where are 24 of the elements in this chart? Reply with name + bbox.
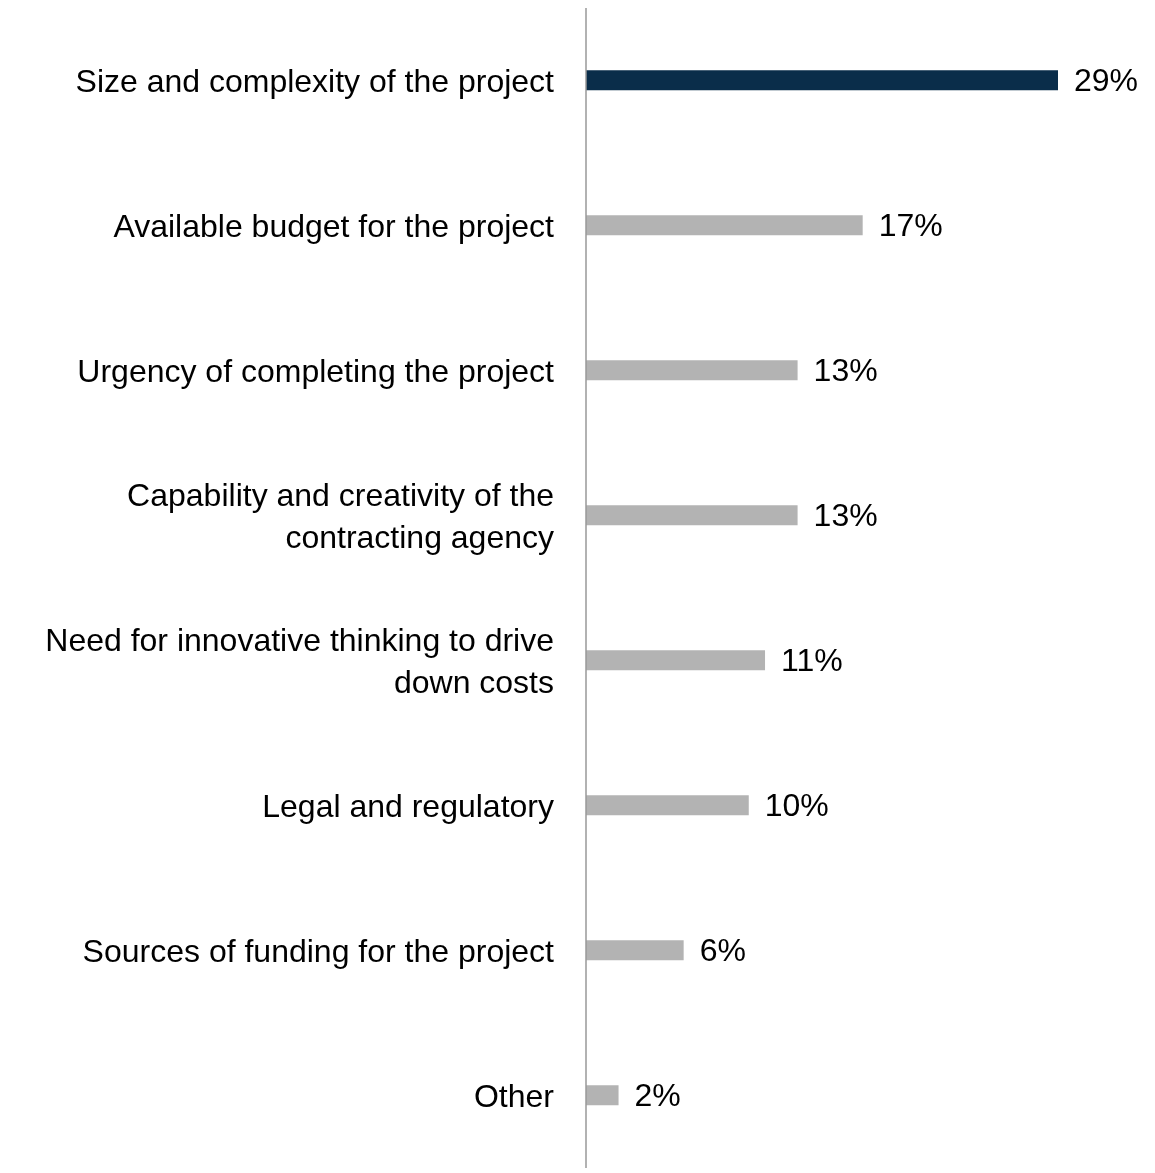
data-label: 10%	[764, 787, 829, 824]
y-tick-label: Need for innovative thinking to drive down costs	[45, 621, 554, 700]
y-tick-label: Other	[473, 1077, 555, 1114]
data-label: 13%	[813, 497, 878, 534]
y-tick-label: Available budget for the project	[113, 207, 555, 244]
bar	[586, 505, 798, 526]
data-label: 13%	[813, 352, 878, 389]
bar	[586, 70, 1058, 91]
bar	[586, 360, 798, 381]
data-label: 17%	[878, 207, 943, 244]
y-tick-label: Urgency of completing the project	[77, 352, 555, 389]
y-tick-label: Legal and regulatory	[262, 787, 554, 824]
bar	[586, 940, 684, 961]
data-label: 29%	[1074, 62, 1139, 99]
data-label: 2%	[634, 1077, 681, 1114]
bar	[586, 215, 863, 236]
data-label: 11%	[781, 642, 843, 679]
bar	[586, 650, 766, 671]
bar	[586, 795, 749, 816]
y-tick-label: Size and complexity of the project	[75, 62, 555, 99]
y-tick-label: Capability and creativity of the contracting agency	[127, 476, 554, 555]
bar	[586, 1085, 619, 1106]
y-tick-label: Sources of funding for the project	[82, 932, 555, 969]
data-label: 6%	[699, 932, 746, 969]
